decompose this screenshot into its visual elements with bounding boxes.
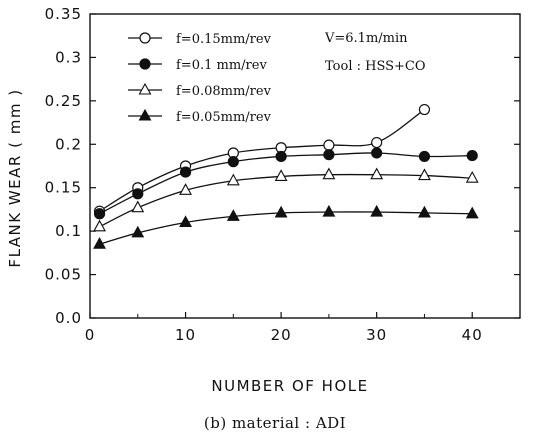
data-point [323,149,335,161]
y-axis-title: FLANK WEAR ( mm ) [6,88,24,267]
data-point [418,205,431,218]
series-2 [93,147,478,220]
series-3 [93,167,479,232]
legend-item: f=0.15mm/rev [128,32,272,47]
x-axis-title: NUMBER OF HOLE [211,377,368,395]
x-tick-label: 20 [271,326,292,344]
data-point [93,208,106,220]
data-point [275,150,287,163]
legend-item: f=0.05mm/rev [128,108,272,125]
y-tick-label: 0.15 [45,179,82,197]
data-point [322,204,336,217]
data-point [322,167,336,180]
legend-item: f=0.08mm/rev [128,82,272,99]
y-tick-label: 0.2 [55,135,82,153]
speed-annotation: V=6.1m/min [324,31,408,46]
data-point [179,183,192,195]
data-point [370,167,384,180]
data-point [371,147,383,159]
x-tick-label: 0 [85,326,96,344]
data-point [418,150,431,163]
legend-label: f=0.1 mm/rev [176,58,267,73]
legend-marker [138,82,152,95]
legend-label: f=0.15mm/rev [176,32,272,47]
data-point [465,171,479,183]
legend-marker [139,58,151,70]
data-point [371,136,383,149]
legend-marker [139,32,151,44]
y-tick-label: 0.35 [45,5,82,23]
data-point [93,237,106,249]
plot-frame [89,13,521,319]
legend-label: f=0.08mm/rev [176,84,272,99]
annotations: V=6.1m/min Tool : HSS+CO [324,31,426,74]
series-line [99,173,473,228]
x-tick-label: 10 [175,326,196,344]
plot-area [89,13,521,319]
legend-label: f=0.05mm/rev [176,110,272,125]
data-point [132,188,144,200]
data-point [465,206,479,219]
y-tick-label: 0.0 [55,309,82,327]
figure-caption: (b) material : ADI [204,414,346,432]
legend-item: f=0.1 mm/rev [128,58,267,73]
y-axis-ticks: 0.0 0.05 0.1 0.15 0.2 0.25 0.3 0.35 [45,5,520,327]
y-tick-label: 0.05 [45,266,82,284]
data-point [418,168,431,181]
data-point [93,219,106,232]
series-4 [93,204,479,249]
legend: f=0.15mm/rev f=0.1 mm/rev f=0.08mm/rev f=0.… [128,32,272,125]
data-point [274,169,288,181]
data-point [131,200,145,213]
data-point [131,225,145,238]
series-line [99,152,473,215]
data-point [274,205,288,218]
data-point [418,103,431,116]
data-point [227,156,239,168]
y-tick-label: 0.25 [45,92,82,110]
data-point [179,215,192,228]
data-point [370,204,384,217]
x-axis-ticks: 0 10 20 30 40 [85,312,483,344]
data-point [226,209,240,221]
data-point [466,149,478,162]
series-layer [93,103,479,249]
data-point [323,139,335,151]
x-tick-label: 30 [366,326,387,344]
x-tick-label: 40 [462,326,483,344]
tool-annotation: Tool : HSS+CO [325,59,426,74]
y-tick-label: 0.3 [55,48,82,66]
data-point [179,166,192,178]
y-tick-label: 0.1 [55,222,82,240]
legend-marker [138,108,152,121]
data-point [226,173,240,186]
